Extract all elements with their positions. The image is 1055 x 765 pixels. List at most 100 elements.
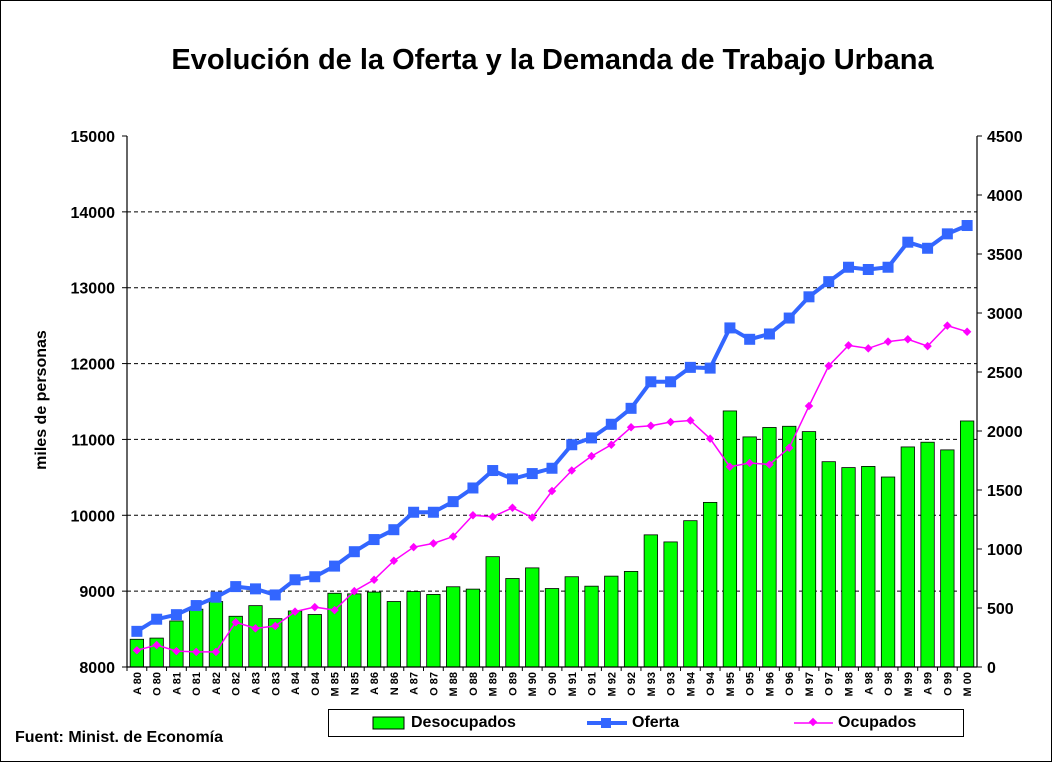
point-oferta xyxy=(843,261,855,273)
bar xyxy=(801,431,817,668)
y2-tick-label: 3500 xyxy=(987,247,1023,264)
bar xyxy=(940,449,955,668)
x-tick-label: A 98 xyxy=(863,672,875,695)
point-oferta xyxy=(249,583,261,595)
x-tick-label: O 81 xyxy=(191,672,203,696)
y-tick-label: 9000 xyxy=(79,584,115,601)
x-tick-label: N 86 xyxy=(389,672,401,695)
bar xyxy=(841,467,856,668)
point-ocupados xyxy=(369,575,379,585)
bar xyxy=(703,501,718,668)
x-tick-label: O 94 xyxy=(705,671,717,696)
point-ocupados xyxy=(448,532,458,541)
x-tick-label: A 83 xyxy=(250,672,262,695)
point-ocupados xyxy=(745,458,754,468)
bar xyxy=(821,461,836,668)
x-tick-label: M 99 xyxy=(903,672,915,696)
point-ocupados xyxy=(784,443,794,453)
y2-tick-label: 4500 xyxy=(987,129,1023,146)
x-tick-label: A 80 xyxy=(132,672,144,695)
bar xyxy=(782,425,797,668)
point-oferta xyxy=(625,402,637,414)
bar xyxy=(169,620,184,668)
y-tick-label: 12000 xyxy=(71,357,116,374)
y2-tick-label: 1500 xyxy=(987,483,1023,500)
point-ocupados xyxy=(962,327,972,336)
x-tick-label: O 99 xyxy=(942,672,954,696)
bar xyxy=(406,591,421,668)
point-oferta xyxy=(605,418,617,430)
bar xyxy=(544,588,560,668)
bar xyxy=(861,465,876,668)
point-oferta xyxy=(566,439,578,451)
y2-tick-label: 2500 xyxy=(987,365,1023,382)
x-tick-label: O 91 xyxy=(587,672,599,696)
point-ocupados xyxy=(429,539,438,548)
y2-tick-label: 0 xyxy=(987,660,996,677)
point-oferta xyxy=(131,625,143,637)
bar xyxy=(426,594,441,668)
bar xyxy=(900,446,915,668)
point-oferta xyxy=(388,524,400,536)
point-oferta xyxy=(704,362,716,374)
point-oferta xyxy=(269,589,281,601)
point-ocupados xyxy=(626,423,636,432)
point-ocupados xyxy=(508,503,517,512)
bar xyxy=(623,571,639,668)
bar xyxy=(742,436,757,668)
x-tick-label: O 93 xyxy=(666,672,678,696)
bar xyxy=(525,567,540,668)
legend-marker-oferta xyxy=(601,718,611,728)
bar xyxy=(307,614,322,668)
x-tick-label: A 81 xyxy=(171,672,183,695)
legend-swatch-desocupados xyxy=(372,716,405,730)
point-oferta xyxy=(190,600,202,612)
x-tick-label: O 92 xyxy=(626,672,638,696)
x-tick-label: O 83 xyxy=(270,672,282,696)
bar xyxy=(584,585,599,668)
y-tick-label: 14000 xyxy=(71,205,116,222)
point-oferta xyxy=(348,546,360,558)
x-tick-label: O 89 xyxy=(507,672,519,696)
point-oferta xyxy=(526,468,538,480)
point-oferta xyxy=(170,609,182,621)
bar xyxy=(683,520,698,668)
legend: Desocupados Oferta Ocupados xyxy=(328,709,964,737)
bar xyxy=(485,556,500,668)
bar xyxy=(564,576,579,668)
legend-label-desocupados: Desocupados xyxy=(411,714,516,731)
point-ocupados xyxy=(725,462,735,471)
legend-marker-ocupados xyxy=(808,717,818,727)
x-tick-label: M 97 xyxy=(804,672,816,696)
tick-labels: 8000 9000 10000 11000 12000 13000 14000 15000 0 5… xyxy=(71,129,1023,696)
x-tick-label: O 80 xyxy=(152,672,164,696)
y2-tick-label: 3000 xyxy=(987,306,1023,323)
bar xyxy=(248,605,263,668)
point-oferta xyxy=(230,581,242,593)
x-tick-label: M 00 xyxy=(962,672,974,696)
point-oferta xyxy=(803,291,815,303)
point-oferta xyxy=(329,560,341,572)
point-oferta xyxy=(368,534,380,546)
bar xyxy=(880,476,896,668)
point-ocupados xyxy=(844,341,853,350)
point-oferta xyxy=(862,264,874,276)
source-note: Fuent: Minist. de Economía xyxy=(15,729,224,746)
point-ocupados xyxy=(864,344,873,353)
x-tick-label: O 96 xyxy=(784,672,796,696)
point-oferta xyxy=(546,462,558,474)
y2-tick-label: 500 xyxy=(987,601,1014,618)
point-ocupados xyxy=(468,511,478,520)
y2-tick-label: 1000 xyxy=(987,542,1023,559)
y-tick-label: 10000 xyxy=(71,508,116,525)
x-tick-label: O 84 xyxy=(310,671,322,696)
bar xyxy=(604,575,619,668)
point-oferta xyxy=(151,613,163,625)
point-ocupados xyxy=(389,556,399,566)
bar xyxy=(208,601,224,668)
point-ocupados xyxy=(488,512,497,522)
point-oferta xyxy=(487,465,499,477)
point-oferta xyxy=(467,482,479,494)
